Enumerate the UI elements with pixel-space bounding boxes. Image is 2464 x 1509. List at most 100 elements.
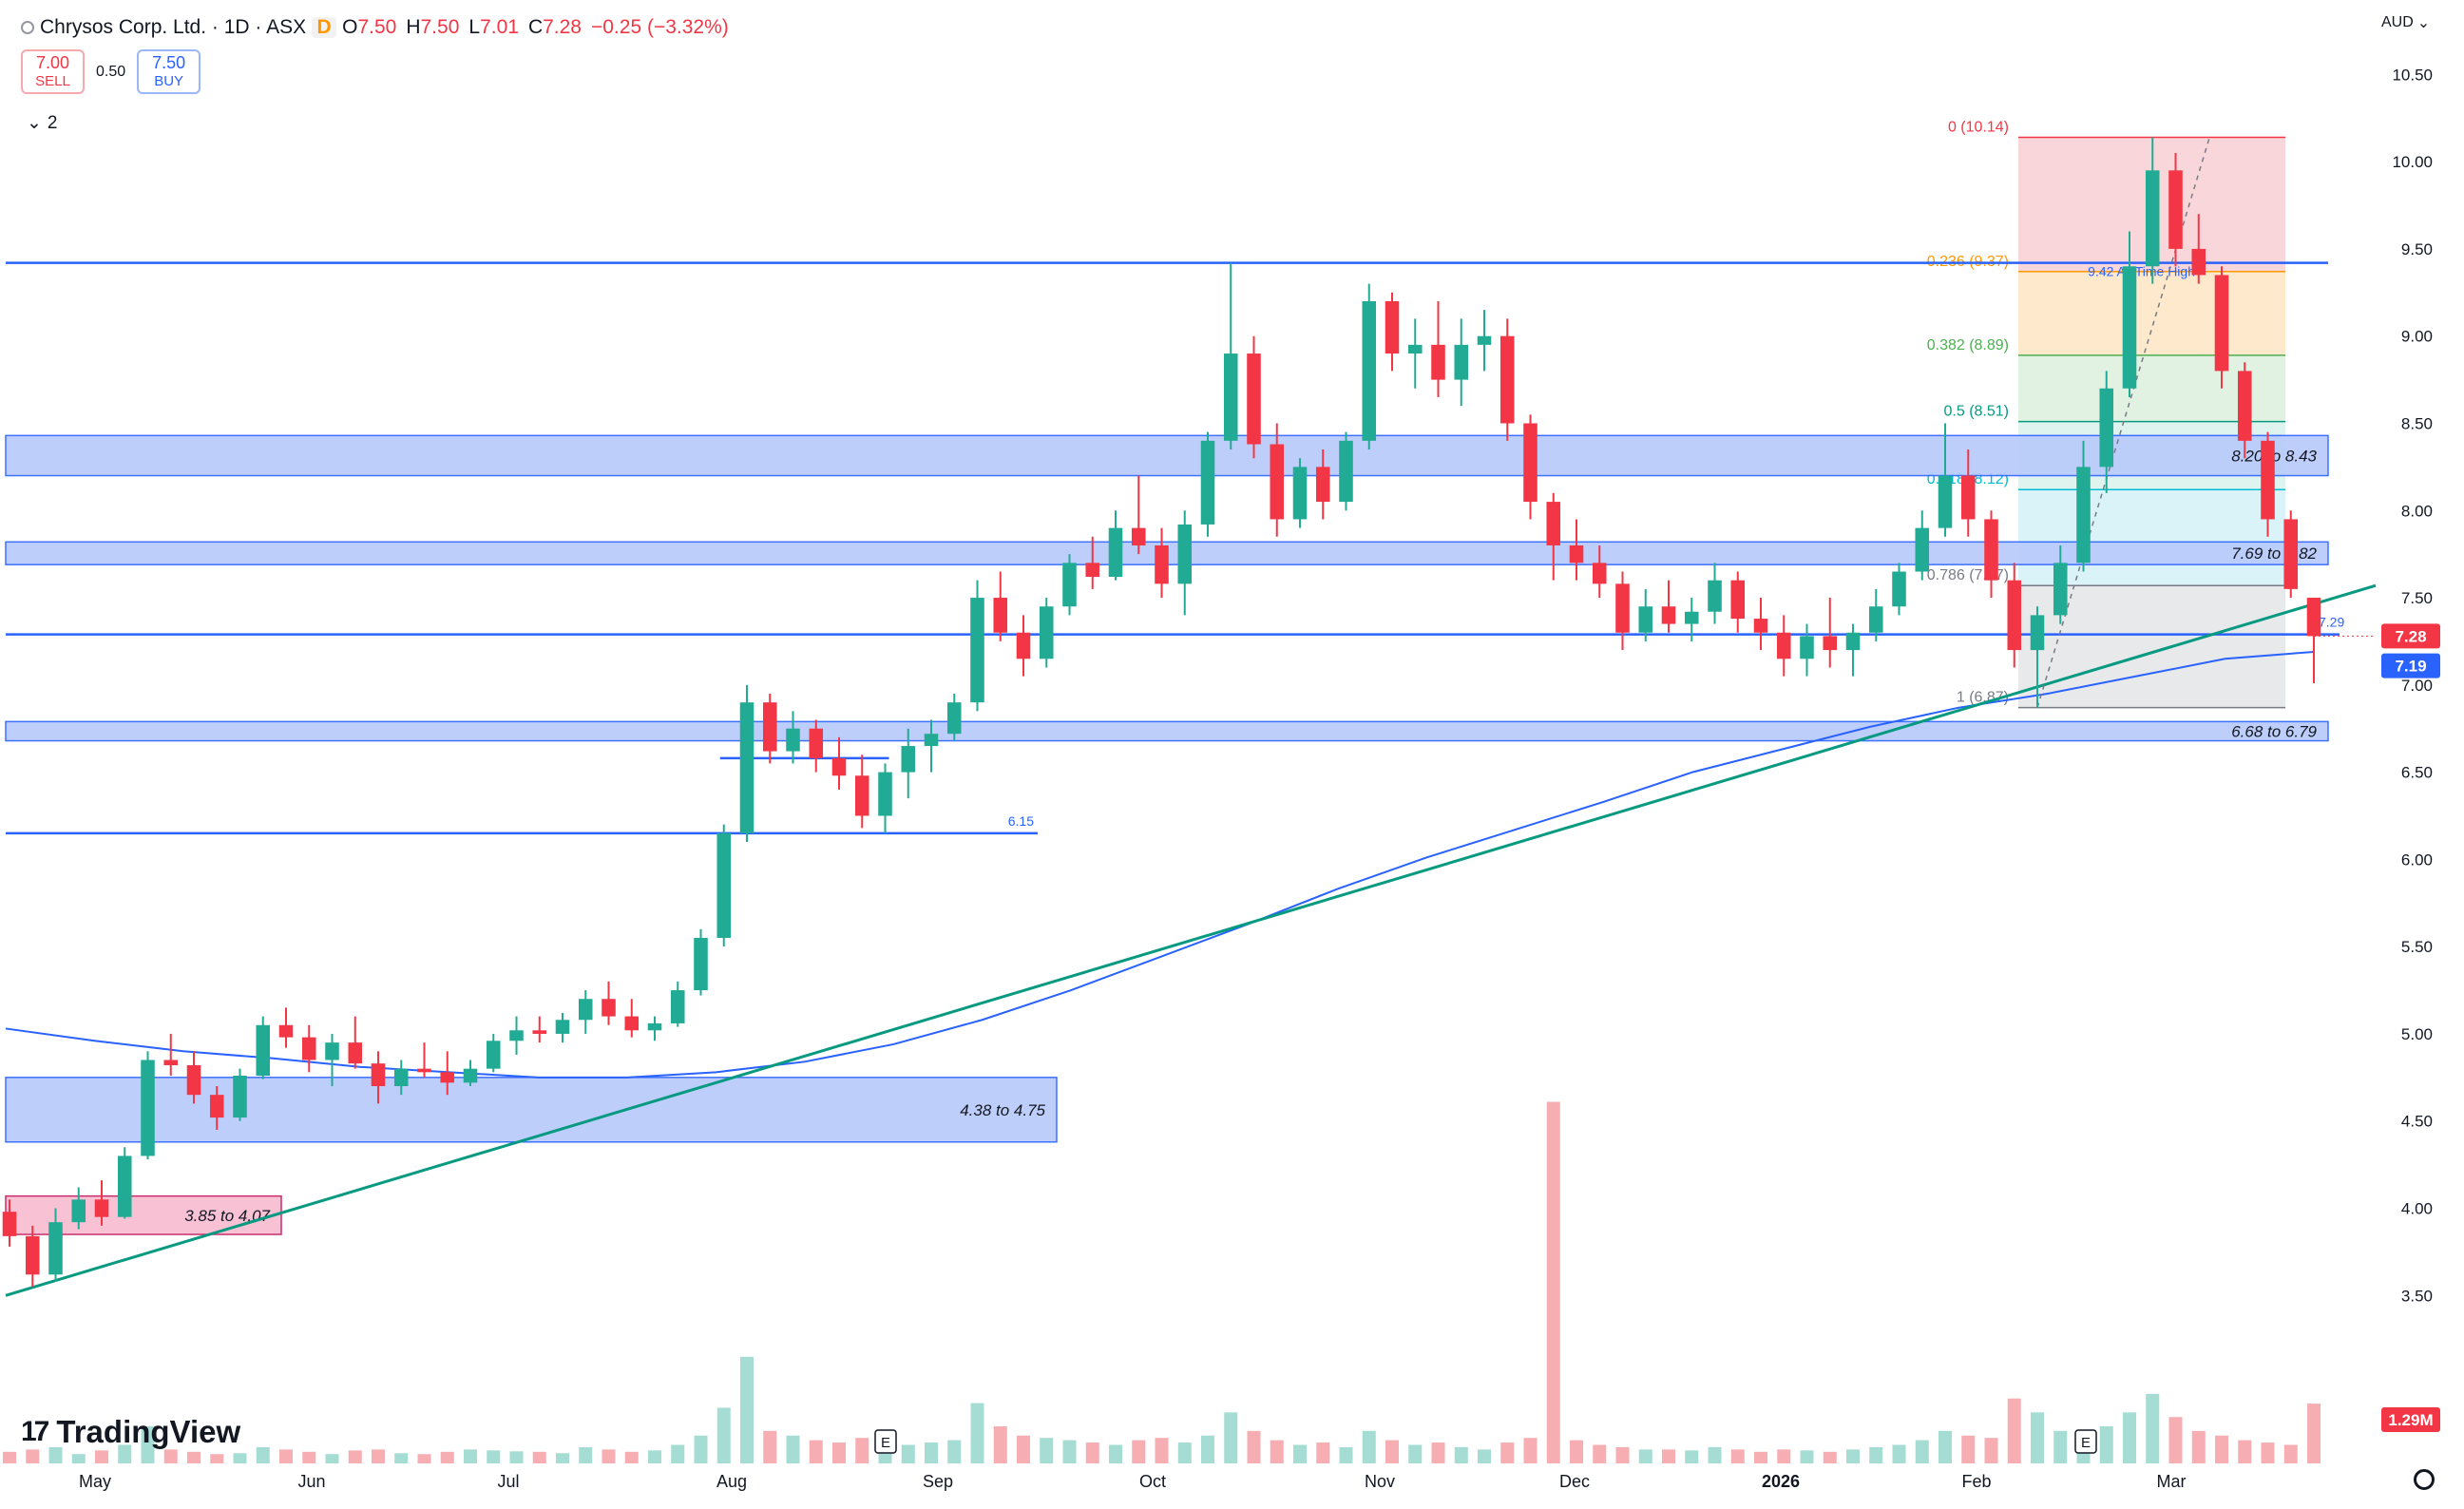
volume-bar	[1546, 1101, 1560, 1463]
price-tick-label: 4.00	[2401, 1200, 2433, 1218]
volume-bar	[1984, 1438, 1998, 1463]
volume-bar	[95, 1450, 108, 1463]
volume-bar	[855, 1438, 869, 1463]
candle-body	[1270, 444, 1285, 520]
open-value: 7.50	[357, 16, 397, 38]
open-key: O	[342, 16, 358, 38]
fib-band	[2018, 271, 2285, 355]
price-tick-label: 8.00	[2401, 502, 2433, 520]
settings-gear-icon[interactable]	[2414, 1469, 2435, 1490]
candle-body	[1868, 606, 1883, 633]
candle-body	[624, 1016, 640, 1031]
time-axis-label: May	[79, 1472, 111, 1491]
tradingview-logo[interactable]: 17 TradingView	[21, 1414, 240, 1450]
price-tick-label: 9.50	[2401, 240, 2433, 258]
candle-body	[670, 990, 685, 1023]
volume-bar	[1961, 1435, 1976, 1463]
candle-body	[532, 1030, 547, 1034]
candle-body	[694, 937, 708, 991]
volume-bar	[1638, 1449, 1652, 1463]
price-tick-label: 8.50	[2401, 414, 2433, 432]
tradingview-mark-icon: 17	[21, 1416, 49, 1447]
volume-bar	[487, 1450, 501, 1463]
symbol-logo-icon	[21, 21, 34, 34]
volume-bar	[1939, 1430, 1952, 1463]
candle-body	[739, 702, 754, 833]
candle-body	[209, 1095, 224, 1118]
candle-body	[301, 1037, 316, 1060]
candle-body	[256, 1024, 271, 1076]
buy-button[interactable]: 7.50 BUY	[137, 49, 201, 94]
data-flag-badge[interactable]: D	[312, 16, 337, 38]
candle-body	[831, 757, 847, 776]
symbol-title[interactable]: Chrysos Corp. Ltd. · 1D · ASX	[40, 16, 307, 38]
time-axis-label: Jul	[497, 1472, 519, 1491]
volume-bar	[1062, 1440, 1077, 1463]
candle-body	[393, 1068, 409, 1087]
volume-bar	[2283, 1444, 2298, 1463]
volume-bar	[1293, 1444, 1307, 1463]
candle-body	[1523, 423, 1538, 503]
price-tick-label: 7.50	[2401, 589, 2433, 607]
volume-tag	[2381, 1407, 2440, 1432]
candle-body	[1039, 606, 1054, 659]
volume-bar	[2123, 1412, 2136, 1463]
price-tick-label: 10.50	[2392, 66, 2433, 84]
volume-bar	[2007, 1398, 2021, 1463]
volume-bar	[118, 1444, 132, 1463]
fib-level-label: 0.5 (8.51)	[1944, 404, 2009, 420]
candle-body	[2007, 580, 2022, 651]
volume-bar	[901, 1444, 915, 1463]
volume-bar	[1754, 1451, 1767, 1463]
volume-bar	[1109, 1444, 1122, 1463]
candle-body	[163, 1060, 179, 1065]
candle-body	[1592, 563, 1607, 584]
volume-bar	[648, 1450, 661, 1463]
sell-price: 7.00	[35, 52, 70, 72]
candle-body	[2214, 275, 2229, 372]
candle-body	[1247, 353, 1261, 445]
symbol-header: Chrysos Corp. Ltd. · 1D · ASX D O7.50 H7…	[21, 13, 729, 42]
volume-bar	[1201, 1435, 1214, 1463]
candle-body	[1845, 632, 1861, 651]
candle-body	[1776, 632, 1791, 659]
candle-body	[1155, 544, 1169, 584]
earnings-marker	[874, 1429, 897, 1454]
currency-selector[interactable]: AUD ⌄	[2381, 13, 2430, 32]
candle-body	[2306, 598, 2321, 637]
volume-bar	[532, 1451, 546, 1463]
sell-button[interactable]: 7.00 SELL	[21, 49, 85, 94]
volume-bar	[1730, 1449, 1745, 1463]
candle-body	[716, 832, 732, 938]
time-axis-label: Feb	[1961, 1472, 1991, 1491]
time-axis-label: Jun	[297, 1472, 325, 1491]
volume-bar	[1132, 1440, 1146, 1463]
candle-body	[1477, 335, 1492, 345]
candle-body	[1085, 563, 1100, 578]
earnings-marker-label: E	[2081, 1435, 2091, 1451]
candle-body	[1984, 519, 1998, 581]
candle-body	[854, 775, 869, 816]
volume-bar	[740, 1356, 754, 1463]
candle-body	[1730, 580, 1746, 620]
volume-bar	[48, 1446, 63, 1463]
price-tick-label: 4.50	[2401, 1113, 2433, 1131]
buy-label: BUY	[154, 72, 184, 89]
moving-average-line	[5, 650, 2315, 1079]
volume-bar	[1777, 1449, 1791, 1463]
support-line-label: 7.29	[2319, 615, 2344, 630]
volume-bar	[2261, 1442, 2275, 1463]
candle-body	[2122, 266, 2137, 389]
candle-body	[1684, 611, 1699, 624]
volume-bar	[947, 1440, 962, 1463]
candle-body	[1016, 632, 1031, 659]
candle-body	[1915, 527, 1930, 572]
fib-level-label: 0 (10.14)	[1948, 119, 2009, 135]
volume-bar	[1362, 1430, 1376, 1463]
candle-body	[348, 1042, 363, 1064]
candle-body	[509, 1030, 524, 1041]
price-tick-label: 10.00	[2392, 153, 2433, 171]
candle-body	[2030, 615, 2045, 651]
indicators-toggle[interactable]: ⌄ 2	[21, 110, 64, 136]
